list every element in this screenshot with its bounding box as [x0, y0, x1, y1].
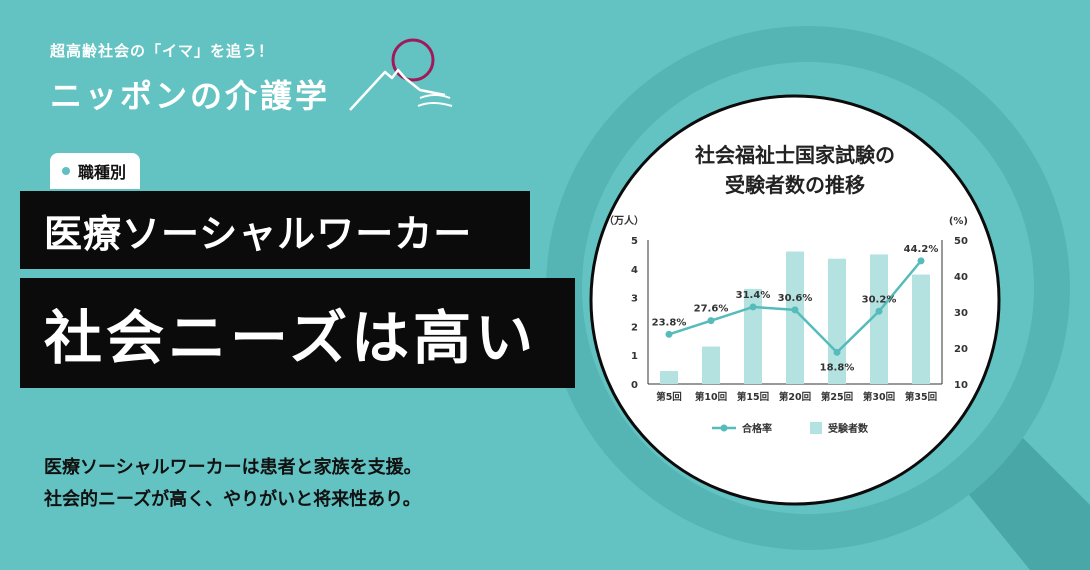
x-axis-tick: 第25回: [821, 391, 853, 403]
logo-tagline: 超高齢社会の「イマ」を追う！: [50, 42, 275, 60]
category-badge-label: 職種別: [78, 163, 127, 182]
x-axis-tick: 第30回: [863, 391, 895, 403]
description-line2: 社会的ニーズが高く、やりがいと将来性あり。: [44, 489, 421, 510]
line-point: [665, 330, 673, 338]
logo-name: ニッポンの介護学: [50, 77, 331, 115]
bar: [828, 258, 846, 384]
line-point: [791, 306, 799, 314]
chart-title-line1: 社会福祉士国家試験の: [695, 143, 895, 167]
bar: [660, 371, 678, 384]
logo: 超高齢社会の「イマ」を追う！ ニッポンの介護学: [50, 40, 330, 117]
category-badge: 職種別: [50, 153, 141, 189]
right-axis-tick: 10: [954, 380, 968, 391]
line-point: [875, 307, 883, 315]
data-label: 23.8%: [652, 317, 687, 328]
bar: [870, 254, 888, 384]
legend-bar-marker: [810, 422, 822, 434]
left-axis-tick: 0: [631, 380, 638, 391]
bar: [702, 346, 720, 384]
chart-title-line2: 受験者数の推移: [725, 173, 865, 197]
badge-dot-icon: [62, 167, 70, 175]
description-line1: 医療ソーシャルワーカーは患者と家族を支援。: [44, 457, 422, 478]
data-label: 18.8%: [820, 362, 855, 373]
bar: [912, 274, 930, 384]
right-axis-tick: 50: [954, 236, 968, 247]
left-axis-unit: （万人）: [604, 214, 644, 227]
bar: [786, 251, 804, 384]
chart-title: 社会福祉士国家試験の 受験者数の推移: [630, 140, 960, 200]
left-axis-tick: 2: [631, 322, 638, 333]
data-label: 30.2%: [862, 294, 897, 305]
line-point: [833, 348, 841, 356]
right-axis-tick: 30: [954, 308, 968, 319]
mount-fuji-sun-icon: [349, 38, 453, 111]
line-point: [707, 317, 715, 325]
data-label: 31.4%: [736, 290, 771, 301]
line-point: [749, 303, 757, 311]
data-label: 30.6%: [778, 293, 813, 304]
description: 医療ソーシャルワーカーは患者と家族を支援。 社会的ニーズが高く、やりがいと将来性…: [44, 452, 564, 516]
bar: [744, 288, 762, 384]
data-label: 44.2%: [904, 244, 939, 255]
headline-line2: 社会ニーズは高い: [20, 278, 575, 388]
right-axis-tick: 20: [954, 344, 968, 355]
legend-line-dot: [720, 424, 728, 432]
x-axis-tick: 第5回: [656, 391, 682, 403]
right-axis-unit: (%): [949, 216, 968, 227]
left-axis-tick: 3: [631, 294, 638, 305]
data-label: 27.6%: [694, 304, 729, 315]
left-axis-tick: 5: [631, 236, 638, 247]
right-axis-tick: 40: [954, 272, 968, 283]
line-point: [917, 257, 925, 265]
x-axis-tick: 第10回: [695, 391, 727, 403]
left-axis-tick: 1: [631, 351, 638, 362]
chart: 0 1 2 3 4 5 10 20 30 40 50 （万人） (%) 第5回 第10回 第15回 第20回 第2…: [604, 214, 968, 435]
x-axis-tick: 第15回: [737, 391, 769, 403]
x-axis-tick: 第20回: [779, 391, 811, 403]
left-axis-tick: 4: [631, 265, 638, 276]
x-axis-tick: 第35回: [905, 391, 937, 403]
legend-line-label: 合格率: [741, 422, 772, 435]
headline-line1: 医療ソーシャルワーカー: [20, 191, 530, 269]
legend-bar-label: 受験者数: [828, 422, 869, 435]
